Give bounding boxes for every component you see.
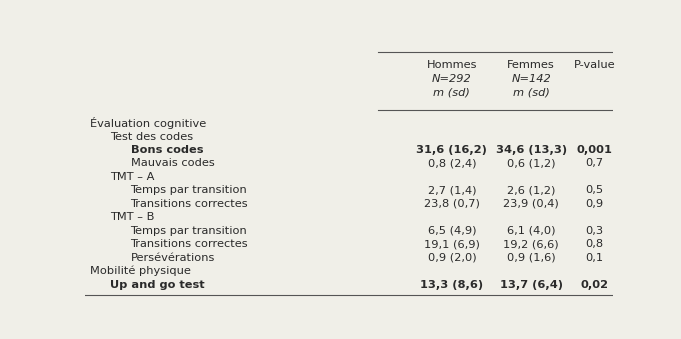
Text: Bons codes: Bons codes [131, 145, 203, 155]
Text: 0,6 (1,2): 0,6 (1,2) [507, 158, 555, 168]
Text: N=142: N=142 [511, 74, 551, 83]
Text: 23,8 (0,7): 23,8 (0,7) [424, 199, 480, 209]
Text: Évaluation cognitive: Évaluation cognitive [91, 117, 206, 129]
Text: 0,9 (2,0): 0,9 (2,0) [428, 253, 476, 263]
Text: m (sd): m (sd) [434, 88, 471, 98]
Text: Persévérations: Persévérations [131, 253, 215, 263]
Text: Temps par transition: Temps par transition [131, 185, 247, 195]
Text: 13,3 (8,6): 13,3 (8,6) [420, 280, 484, 290]
Text: 2,6 (1,2): 2,6 (1,2) [507, 185, 555, 195]
Text: 0,5: 0,5 [586, 185, 603, 195]
Text: Transitions correctes: Transitions correctes [131, 199, 248, 209]
Text: Mauvais codes: Mauvais codes [131, 158, 215, 168]
Text: TMT – B: TMT – B [110, 212, 155, 222]
Text: 19,1 (6,9): 19,1 (6,9) [424, 239, 480, 249]
Text: P-value: P-value [573, 60, 615, 71]
Text: 0,1: 0,1 [586, 253, 603, 263]
Text: 2,7 (1,4): 2,7 (1,4) [428, 185, 476, 195]
Text: 0,3: 0,3 [586, 226, 603, 236]
Text: 0,7: 0,7 [586, 158, 603, 168]
Text: 6,1 (4,0): 6,1 (4,0) [507, 226, 555, 236]
Text: 0,02: 0,02 [580, 280, 608, 290]
Text: 0,9 (1,6): 0,9 (1,6) [507, 253, 556, 263]
Text: Up and go test: Up and go test [110, 280, 205, 290]
Text: 0,8: 0,8 [586, 239, 603, 249]
Text: m (sd): m (sd) [513, 88, 550, 98]
Text: 31,6 (16,2): 31,6 (16,2) [417, 145, 488, 155]
Text: Hommes: Hommes [427, 60, 477, 71]
Text: N=292: N=292 [432, 74, 472, 83]
Text: TMT – A: TMT – A [110, 172, 155, 182]
Text: 6,5 (4,9): 6,5 (4,9) [428, 226, 476, 236]
Text: Temps par transition: Temps par transition [131, 226, 247, 236]
Text: Transitions correctes: Transitions correctes [131, 239, 248, 249]
Text: 0,8 (2,4): 0,8 (2,4) [428, 158, 476, 168]
Text: 13,7 (6,4): 13,7 (6,4) [500, 280, 563, 290]
Text: 0,9: 0,9 [586, 199, 603, 209]
Text: 34,6 (13,3): 34,6 (13,3) [496, 145, 567, 155]
Text: 19,2 (6,6): 19,2 (6,6) [503, 239, 559, 249]
Text: Mobilité physique: Mobilité physique [91, 266, 191, 276]
Text: Test des codes: Test des codes [110, 132, 193, 142]
Text: Femmes: Femmes [507, 60, 555, 71]
Text: 0,001: 0,001 [577, 145, 612, 155]
Text: 23,9 (0,4): 23,9 (0,4) [503, 199, 559, 209]
